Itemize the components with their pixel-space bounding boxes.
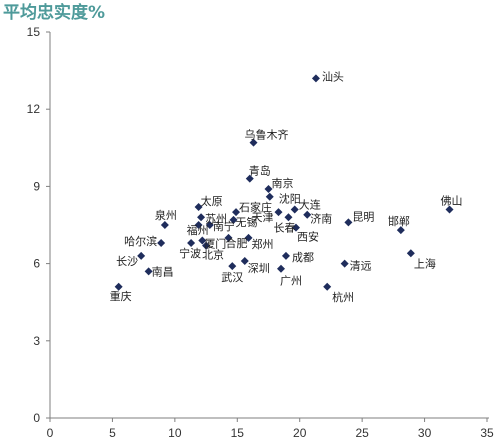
data-point-marker xyxy=(291,223,300,232)
data-point-label: 长春 xyxy=(273,221,295,234)
data-point-marker xyxy=(157,239,166,248)
data-point-label: 厦门 xyxy=(204,236,226,250)
data-point-marker xyxy=(229,215,238,224)
data-point-label: 南昌 xyxy=(152,265,174,278)
data-point-marker xyxy=(187,239,196,248)
x-tick-label: 10 xyxy=(168,426,182,440)
y-tick-label: 9 xyxy=(33,179,40,193)
data-point-label: 清远 xyxy=(350,260,372,273)
data-point-marker xyxy=(303,210,312,219)
data-point-label: 南宁 xyxy=(213,219,235,233)
data-point-marker xyxy=(264,184,273,193)
data-point-label: 深圳 xyxy=(248,262,270,275)
data-point-label: 西安 xyxy=(297,230,319,244)
data-point-label: 宁波 xyxy=(179,246,201,260)
data-point-label: 杭州 xyxy=(332,290,354,304)
data-point-marker xyxy=(240,257,249,266)
data-point-marker xyxy=(445,205,454,214)
data-point-label: 广州 xyxy=(280,275,302,288)
axis-ticks: 0 5 10 15 20 25 30 35 0 3 6 9 12 15 xyxy=(27,25,494,440)
data-point-label: 福州 xyxy=(187,223,209,237)
data-point-marker xyxy=(205,221,214,229)
x-tick-label: 0 xyxy=(47,426,54,440)
y-axis-title: 平均忠实度% xyxy=(3,2,105,23)
y-tick-label: 15 xyxy=(27,25,41,39)
y-tick-label: 12 xyxy=(27,102,41,116)
data-point-label: 泉州 xyxy=(155,208,177,222)
data-point-marker xyxy=(160,221,169,229)
data-point-label: 成都 xyxy=(292,251,314,264)
y-tick-label: 3 xyxy=(33,334,40,348)
data-point-marker xyxy=(323,282,332,291)
data-point-label: 佛山 xyxy=(441,195,463,208)
data-point-marker xyxy=(197,213,206,222)
data-point-marker xyxy=(245,174,254,183)
data-point-label: 上海 xyxy=(414,256,436,270)
data-point-marker xyxy=(228,262,237,271)
data-point-label: 郑州 xyxy=(252,237,274,251)
x-tick-label: 20 xyxy=(293,426,307,440)
data-point-marker xyxy=(406,249,415,258)
data-points xyxy=(114,74,454,291)
data-point-marker xyxy=(194,221,203,229)
data-point-label: 天津 xyxy=(251,211,273,224)
data-point-marker xyxy=(290,205,299,214)
data-point-label: 济南 xyxy=(310,212,332,226)
data-point-label: 沈阳 xyxy=(279,192,301,206)
data-point-marker xyxy=(276,264,285,273)
data-point-label: 苏州 xyxy=(205,212,227,225)
data-point-marker xyxy=(224,233,233,242)
y-tick-label: 6 xyxy=(33,257,40,271)
data-point-marker xyxy=(114,282,123,291)
data-point-marker xyxy=(311,74,320,83)
data-point-label: 汕头 xyxy=(322,70,344,83)
x-tick-label: 15 xyxy=(231,426,245,440)
data-point-marker xyxy=(249,138,258,147)
x-tick-label: 35 xyxy=(480,426,494,440)
data-point-marker xyxy=(284,213,293,222)
data-point-marker xyxy=(396,226,405,235)
data-point-marker xyxy=(274,208,283,217)
x-tick-label: 30 xyxy=(418,426,432,440)
data-point-label: 昆明 xyxy=(352,210,374,223)
data-point-label: 青岛 xyxy=(249,164,271,178)
data-point-label: 重庆 xyxy=(110,289,132,303)
data-point-marker xyxy=(198,236,207,245)
data-point-marker xyxy=(232,208,241,217)
x-tick-label: 5 xyxy=(109,426,116,440)
data-point-marker xyxy=(144,267,153,276)
data-point-label: 武汉 xyxy=(221,271,243,284)
data-point-label: 邯郸 xyxy=(388,214,410,228)
data-point-label: 哈尔滨 xyxy=(124,234,157,248)
data-point-label: 石家庄 xyxy=(239,200,272,214)
data-point-label: 乌鲁木齐 xyxy=(245,128,289,142)
data-point-marker xyxy=(281,251,290,260)
data-point-label: 太原 xyxy=(201,195,223,208)
data-point-marker xyxy=(344,218,353,227)
data-point-marker xyxy=(194,202,203,211)
data-point-label: 长沙 xyxy=(116,255,138,268)
data-point-marker xyxy=(244,233,253,242)
data-point-label: 大连 xyxy=(299,198,321,212)
x-tick-label: 25 xyxy=(355,426,369,440)
data-point-label: 北京 xyxy=(202,248,224,262)
data-point-marker xyxy=(202,241,211,250)
data-point-label: 南京 xyxy=(272,176,294,190)
data-point-marker xyxy=(340,259,349,268)
y-tick-label: 0 xyxy=(33,411,40,425)
data-point-label: 合肥 xyxy=(226,236,248,250)
data-point-label: 无锡 xyxy=(236,215,258,229)
data-point-marker xyxy=(265,192,274,201)
data-point-marker xyxy=(137,251,146,260)
